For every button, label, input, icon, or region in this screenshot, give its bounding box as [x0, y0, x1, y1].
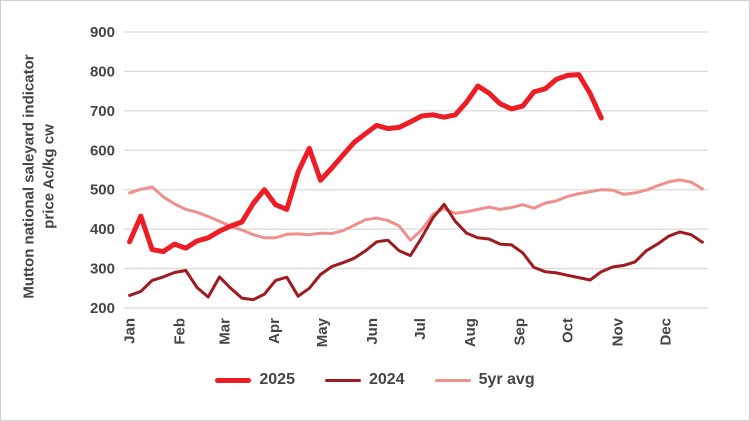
y-tick-label-600: 600 [90, 142, 115, 159]
series-line-2024 [128, 202, 704, 302]
legend-swatch-2024 [324, 378, 361, 382]
legend-label-5yr-avg: 5yr avg [478, 371, 535, 388]
x-tick-label-mar: Mar [216, 318, 233, 345]
x-tick-label-jun: Jun [364, 318, 381, 345]
legend-swatch-2025 [215, 377, 252, 383]
y-tick-label-500: 500 [90, 182, 115, 199]
y-tick-label-700: 700 [90, 103, 115, 120]
series-line-2025 [127, 72, 604, 255]
legend-label-2024: 2024 [368, 371, 405, 388]
legend-item-5yr-avg: 5yr avg [434, 371, 535, 389]
y-tick-label-200: 200 [90, 300, 115, 317]
x-tick-label-sep: Sep [511, 318, 528, 346]
y-tick-label-900: 900 [90, 24, 115, 41]
x-tick-label-may: May [314, 317, 331, 347]
x-tick-label-apr: Apr [266, 318, 283, 344]
legend-item-2025: 2025 [215, 371, 295, 389]
legend-item-2024: 2024 [324, 371, 405, 389]
y-axis-title-line1: Mutton national saleyard indicator [20, 54, 38, 299]
x-tick-label-jan: Jan [122, 318, 139, 344]
x-tick-label-dec: Dec [657, 318, 674, 346]
y-axis-title-line2: price Ac/kg cw [40, 124, 57, 229]
y-tick-label-400: 400 [90, 221, 115, 238]
x-tick-label-nov: Nov [609, 317, 626, 346]
legend-label-2025: 2025 [259, 371, 295, 388]
series-line-5yr-avg [128, 178, 704, 242]
x-tick-label-feb: Feb [171, 318, 188, 345]
x-tick-label-jul: Jul [412, 318, 429, 340]
y-axis-title: Mutton national saleyard indicator price… [20, 27, 59, 327]
x-tick-label-oct: Oct [560, 318, 577, 343]
legend-swatch-5yr-avg [434, 378, 471, 382]
y-tick-label-800: 800 [90, 63, 115, 80]
x-tick-label-aug: Aug [462, 318, 479, 347]
chart-legend: 2025 2024 5yr avg [1, 371, 749, 389]
y-tick-label-300: 300 [90, 261, 115, 278]
